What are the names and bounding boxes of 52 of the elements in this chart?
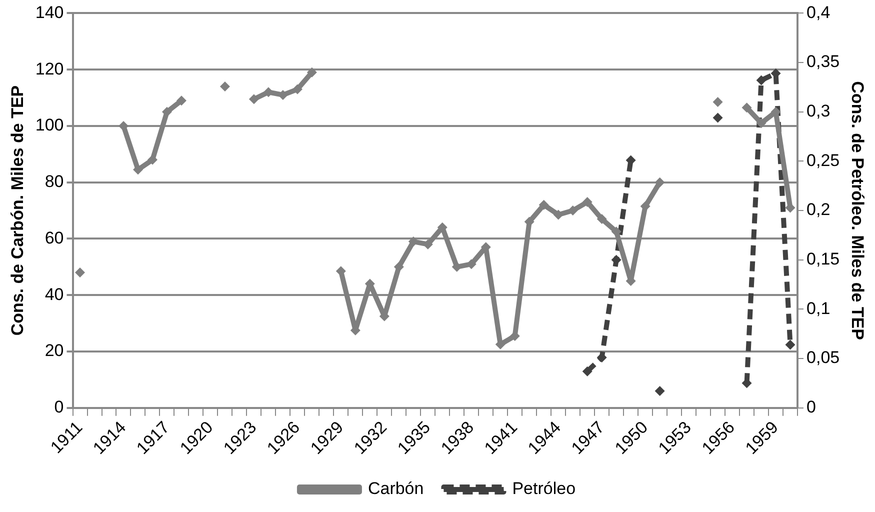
y2-tick-label: 0,15 (806, 250, 840, 269)
point (568, 206, 578, 216)
point (582, 197, 592, 208)
point (654, 177, 665, 188)
point (596, 352, 607, 363)
legend-label: Petróleo (512, 479, 576, 498)
point (582, 366, 592, 376)
point (394, 262, 404, 272)
point (263, 87, 274, 98)
point (75, 268, 86, 278)
y2-axis-title: Cons. de Petróleo. Miles de TEP (848, 81, 868, 340)
y-tick-label: 40 (44, 284, 64, 304)
legend-label: Carbón (368, 479, 424, 498)
y2-tick-label: 0,25 (806, 150, 840, 170)
y2-tick-label: 0,4 (806, 2, 830, 22)
y2-tick-label: 0,2 (806, 200, 830, 220)
y-axis-title: Cons. de Carbón. Miles de TEP (8, 85, 27, 336)
y2-tick-label: 0,35 (806, 52, 840, 72)
point (306, 67, 317, 78)
point (538, 200, 549, 210)
point (785, 340, 796, 350)
point (553, 210, 564, 220)
y2-tick-label: 0 (806, 398, 816, 417)
point (756, 75, 766, 86)
point (712, 96, 723, 107)
point (756, 118, 766, 128)
y2-tick-label: 0,1 (806, 298, 830, 318)
point (712, 112, 723, 123)
point (292, 84, 302, 94)
point (248, 94, 259, 104)
point (596, 214, 607, 224)
point (654, 386, 665, 396)
y-tick-label: 100 (35, 116, 64, 135)
point (118, 120, 128, 131)
point (147, 154, 158, 165)
point (220, 81, 230, 92)
y2-tick-label: 0,05 (806, 348, 840, 368)
y-tick-label: 60 (44, 228, 64, 248)
point (176, 96, 186, 106)
point (611, 226, 622, 237)
y-tick-label: 20 (44, 341, 64, 360)
point (742, 102, 752, 113)
y-tick-label: 120 (35, 59, 64, 78)
y-tick-label: 80 (44, 172, 64, 192)
point (162, 106, 172, 117)
y-tick-label: 140 (35, 2, 64, 22)
y2-tick-label: 0,3 (806, 102, 830, 121)
point (336, 266, 346, 276)
point (452, 262, 462, 272)
point (132, 164, 143, 175)
y-tick-label: 0 (54, 398, 64, 417)
point (408, 236, 418, 247)
